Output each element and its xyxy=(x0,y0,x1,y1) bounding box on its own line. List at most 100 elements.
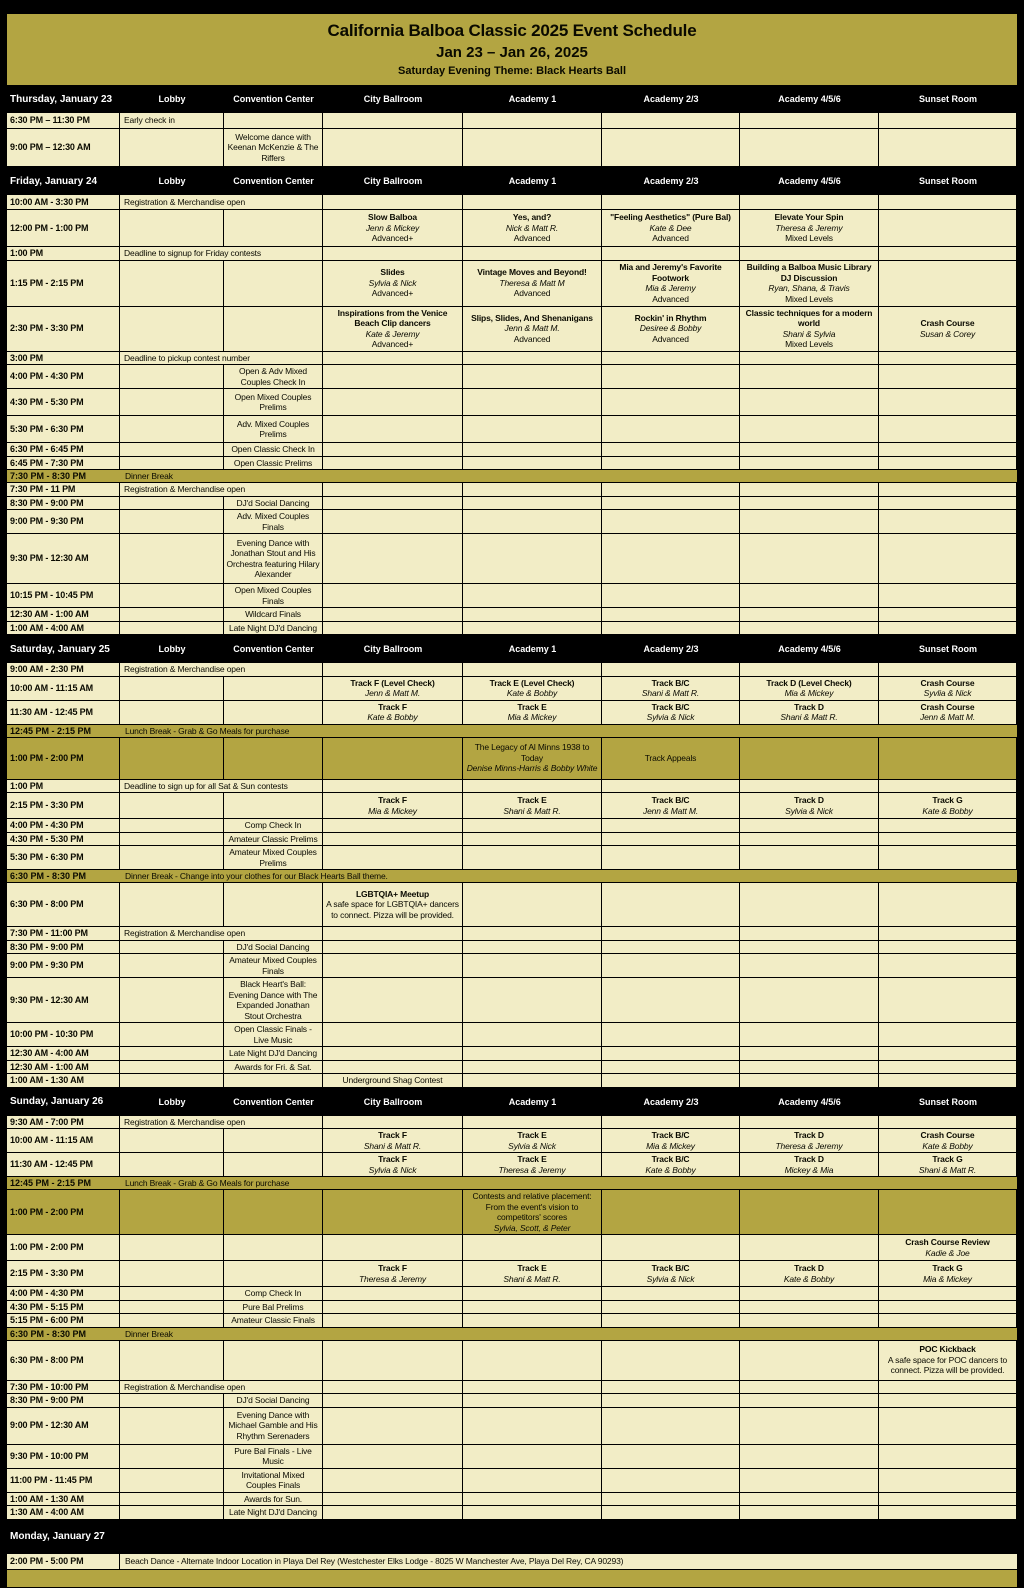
event-label: Registration & Merchandise open xyxy=(124,664,246,674)
empty-cell xyxy=(602,1235,740,1260)
empty-cell xyxy=(120,1047,224,1060)
time-cell: 4:00 PM - 4:30 PM xyxy=(7,1287,120,1300)
event-label: Mia and Jeremy's Favorite Footwork xyxy=(619,262,722,283)
empty-cell xyxy=(740,389,879,415)
empty-cell xyxy=(120,737,224,779)
event-label: Late Night DJ'd Dancing xyxy=(229,1048,317,1058)
empty-cell xyxy=(224,1235,323,1260)
schedule-row: 4:00 PM - 4:30 PM Comp Check In xyxy=(7,819,1017,833)
event-cell: Crash Course Review Kadie & Joe xyxy=(879,1235,1017,1260)
empty-cell xyxy=(120,1444,224,1468)
room-header: Academy 1 xyxy=(508,94,557,104)
empty-cell xyxy=(463,129,602,166)
event-cell: Invitational Mixed Couples Finals xyxy=(224,1468,323,1492)
schedule-row: 9:00 PM - 9:30 PM Adv. Mixed Couples Fina… xyxy=(7,510,1017,534)
event-label: Deadline to signup for Friday contests xyxy=(124,248,261,258)
empty-cell xyxy=(602,1314,740,1327)
presenter-label: Jenn & Mickey xyxy=(365,222,420,233)
empty-cell xyxy=(224,676,323,700)
time-cell: 9:30 PM - 12:30 AM xyxy=(7,978,120,1022)
presenter-label: Denise Minns-Harris & Bobby White xyxy=(466,763,598,774)
event-cell: Pure Bal Finals - Live Music xyxy=(224,1444,323,1468)
schedule-row: 12:30 AM - 1:00 AM Wildcard Finals xyxy=(7,608,1017,622)
event-cell: Rockin' in Rhythm Desiree & Bobby Advanced xyxy=(602,306,740,351)
event-cell: LGBTQIA+ Meetup A safe space for LGBTQIA+… xyxy=(323,883,463,926)
event-cell: Track D Shani & Matt R. xyxy=(740,700,879,724)
presenter-label: Sylvia & Nick xyxy=(368,1164,417,1175)
empty-cell xyxy=(740,510,879,533)
schedule-row: 6:30 PM – 11:30 PM Early check in xyxy=(7,113,1017,129)
empty-cell xyxy=(879,534,1017,583)
empty-cell xyxy=(879,351,1017,364)
time-cell: 12:30 AM - 1:00 AM xyxy=(7,1060,120,1073)
event-label: Amateur Classic Finals xyxy=(231,1315,315,1325)
room-header: Lobby xyxy=(158,176,186,186)
event-label: Pure Bal Finals - Live Music xyxy=(234,1445,312,1467)
event-label: Track F xyxy=(378,1154,407,1164)
time-cell: 4:30 PM - 5:30 PM xyxy=(7,389,120,415)
time-cell: 1:30 AM - 4:00 AM xyxy=(7,1506,120,1519)
time-cell: 6:45 PM - 7:30 PM xyxy=(7,456,120,469)
empty-cell xyxy=(879,1380,1017,1393)
empty-cell xyxy=(602,954,740,977)
empty-cell xyxy=(740,483,879,496)
empty-cell xyxy=(224,260,323,306)
empty-cell xyxy=(740,1235,879,1260)
event-label: Crash Course xyxy=(920,701,975,712)
empty-cell xyxy=(120,534,224,583)
event-label: Deadline to sign up for all Sat & Sun co… xyxy=(124,780,288,791)
empty-cell xyxy=(323,1492,463,1505)
time-cell: 6:30 PM – 11:30 PM xyxy=(7,113,120,128)
empty-cell xyxy=(120,819,224,832)
empty-cell xyxy=(463,389,602,415)
empty-cell xyxy=(740,1394,879,1407)
event-cell: Track B/C Shani & Matt R. xyxy=(602,676,740,700)
time-cell: 10:15 PM - 10:45 PM xyxy=(7,584,120,607)
time-cell: 1:15 PM - 2:15 PM xyxy=(7,260,120,306)
time-cell: 4:30 PM - 5:15 PM xyxy=(7,1300,120,1313)
break-label: Dinner Break - Change into your clothes … xyxy=(125,871,388,881)
time-cell: 7:30 PM - 8:30 PM xyxy=(10,471,87,481)
time-cell: 7:30 PM - 11:00 PM xyxy=(7,927,120,940)
empty-cell xyxy=(463,510,602,533)
empty-cell xyxy=(323,1235,463,1260)
event-label: Track E (Level Check) xyxy=(489,677,575,688)
time-cell: 6:30 PM - 8:30 PM xyxy=(10,1328,87,1339)
empty-cell xyxy=(740,1407,879,1444)
time-cell: 7:30 PM - 11 PM xyxy=(7,483,120,496)
event-cell: Track B/C Sylvia & Nick xyxy=(602,700,740,724)
empty-cell xyxy=(602,510,740,533)
empty-cell xyxy=(120,1190,224,1234)
empty-cell xyxy=(463,1340,602,1380)
event-label: Pure Bal Prelims xyxy=(242,1301,304,1312)
empty-cell xyxy=(602,195,740,209)
event-label: Open Mixed Couples Finals xyxy=(234,585,312,606)
empty-cell xyxy=(323,1023,463,1046)
event-label: Slow Balboa xyxy=(368,212,417,223)
empty-cell xyxy=(463,1074,602,1087)
schedule-row: 1:00 PM - 2:00 PM Contests and relative p… xyxy=(7,1190,1017,1235)
room-header: Academy 1 xyxy=(508,176,557,186)
event-label: Mixed Levels xyxy=(785,233,833,244)
empty-cell xyxy=(120,940,224,953)
schedule-row: 1:15 PM - 2:15 PM Slides Sylvia & Nick Adva… xyxy=(7,260,1017,307)
empty-cell xyxy=(879,129,1017,166)
schedule-row: 2:30 PM - 3:30 PM Inspirations from the V… xyxy=(7,306,1017,352)
event-cell: Track B/C Jenn & Matt M. xyxy=(602,793,740,818)
empty-cell xyxy=(879,1444,1017,1468)
empty-cell xyxy=(120,260,224,306)
empty-cell xyxy=(740,846,879,869)
schedule-row: 9:30 PM - 12:30 AM Black Heart's Ball: Ev… xyxy=(7,978,1017,1023)
event-label: From the event's vision to competitors' … xyxy=(485,1201,579,1223)
empty-cell xyxy=(463,1506,602,1519)
empty-cell xyxy=(323,1115,463,1128)
event-label: Late Night DJ'd Dancing xyxy=(229,1507,317,1517)
empty-cell xyxy=(224,306,323,351)
presenter-label: Mia & Mickey xyxy=(646,1140,695,1151)
empty-cell xyxy=(224,1153,323,1176)
event-label: Track F (Level Check) xyxy=(350,677,435,688)
event-cell: Track E Theresa & Jeremy xyxy=(463,1153,602,1176)
schedule-row: 4:30 PM - 5:30 PM Open Mixed Couples Prel… xyxy=(7,389,1017,416)
time-cell: 9:00 AM - 2:30 PM xyxy=(7,663,120,676)
event-cell: Mia and Jeremy's Favorite Footwork Mia & … xyxy=(602,260,740,306)
